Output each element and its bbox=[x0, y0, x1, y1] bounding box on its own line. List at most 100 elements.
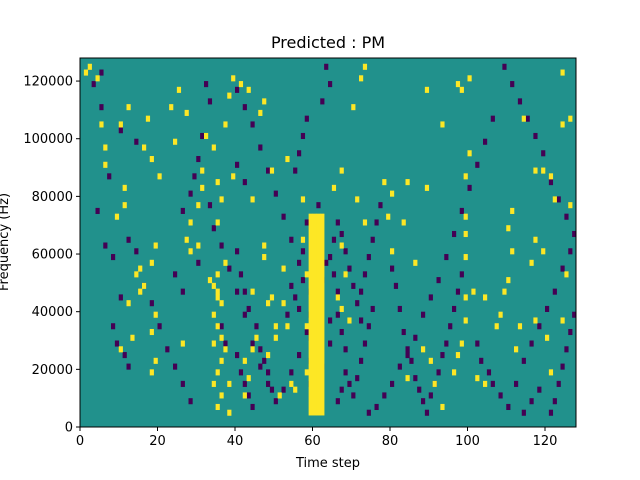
x-tick-label: 40 bbox=[227, 434, 244, 449]
heatmap-cell-high bbox=[494, 323, 499, 330]
heatmap-cell-low bbox=[324, 259, 329, 266]
heatmap-cell-low bbox=[351, 392, 356, 399]
heatmap-cell-low bbox=[196, 156, 201, 163]
heatmap-cell-low bbox=[246, 392, 251, 399]
heatmap-cell-high bbox=[382, 179, 387, 186]
heatmap-cell-high bbox=[339, 305, 344, 312]
y-tick-label: 0 bbox=[65, 421, 73, 436]
heatmap-cell-high bbox=[390, 190, 395, 197]
heatmap-cell-high bbox=[134, 271, 139, 278]
heatmap-cell-low bbox=[417, 386, 422, 393]
heatmap-cell-low bbox=[157, 323, 162, 330]
heatmap-cell-high bbox=[219, 392, 224, 399]
x-axis: 0 20 40 60 80 100 120 bbox=[76, 427, 557, 449]
heatmap-cell-low bbox=[510, 81, 515, 88]
heatmap-cell-low bbox=[486, 369, 492, 376]
heatmap-cell-low bbox=[452, 305, 457, 312]
heatmap-cell-low bbox=[335, 288, 340, 295]
heatmap-cell-low bbox=[242, 179, 247, 186]
heatmap-cell-low bbox=[103, 242, 108, 249]
heatmap-cell-high bbox=[510, 207, 515, 214]
heatmap-cell-high bbox=[149, 156, 154, 163]
heatmap-cell-high bbox=[196, 242, 201, 249]
heatmap-cell-high bbox=[355, 196, 360, 203]
heatmap-cell-high bbox=[215, 271, 220, 278]
heatmap-cell-low bbox=[242, 380, 247, 387]
heatmap-cell-low bbox=[393, 282, 399, 289]
heatmap-cell-low bbox=[548, 409, 554, 416]
heatmap-cell-high bbox=[533, 317, 538, 324]
heatmap-cell-low bbox=[328, 254, 333, 261]
heatmap-cell-low bbox=[297, 352, 302, 359]
heatmap-cell-low bbox=[448, 323, 453, 330]
heatmap-cell-high bbox=[428, 357, 433, 364]
heatmap-cell-low bbox=[335, 311, 340, 318]
heatmap-cell-low bbox=[405, 352, 410, 359]
heatmap-cell-low bbox=[173, 363, 178, 370]
y-tick-label: 120000 bbox=[23, 75, 73, 90]
heatmap-cell-high bbox=[455, 81, 461, 88]
dominant-band bbox=[308, 213, 325, 416]
heatmap-cell-low bbox=[498, 392, 503, 399]
heatmap-cell-band bbox=[316, 213, 321, 416]
heatmap-cell-low bbox=[359, 317, 364, 324]
heatmap-cell-low bbox=[390, 380, 395, 387]
heatmap-cell-high bbox=[401, 219, 406, 226]
heatmap-cell-low bbox=[552, 288, 557, 295]
heatmap-cell-low bbox=[289, 236, 294, 243]
heatmap-cell-low bbox=[242, 104, 247, 111]
heatmap-cell-low bbox=[440, 352, 445, 359]
heatmap-cell-low bbox=[397, 363, 402, 370]
heatmap-cell-low bbox=[409, 357, 414, 364]
heatmap-cell-high bbox=[87, 63, 92, 70]
heatmap-cell-low bbox=[149, 300, 154, 307]
heatmap-cell-low bbox=[421, 311, 426, 318]
heatmap-cell-low bbox=[219, 242, 224, 249]
heatmap-cell-high bbox=[331, 184, 337, 191]
heatmap-cell-high bbox=[122, 184, 127, 191]
heatmap-cell-low bbox=[572, 311, 577, 318]
heatmap-cell-low bbox=[366, 409, 371, 416]
heatmap-cell-high bbox=[405, 179, 410, 186]
heatmap-cell-high bbox=[386, 213, 391, 220]
heatmap-cell-low bbox=[328, 317, 333, 324]
heatmap-cell-low bbox=[235, 248, 240, 255]
heatmap-cell-low bbox=[111, 323, 116, 330]
heatmap-cell-high bbox=[424, 184, 430, 191]
heatmap-cell-low bbox=[328, 81, 333, 88]
heatmap-cell-low bbox=[529, 340, 534, 347]
heatmap-cell-high bbox=[463, 213, 468, 220]
heatmap-cell-high bbox=[510, 248, 515, 255]
plot-frame bbox=[79, 57, 577, 428]
heatmap-cell-high bbox=[498, 311, 503, 318]
heatmap-cell-high bbox=[153, 357, 158, 364]
heatmap-cell-high bbox=[533, 236, 538, 243]
heatmap-cell-low bbox=[331, 271, 337, 278]
heatmap-cell-low bbox=[258, 363, 263, 370]
heatmap-cell-high bbox=[390, 248, 395, 255]
heatmap-cell-high bbox=[211, 282, 216, 289]
heatmap-cell-high bbox=[541, 167, 546, 174]
heatmap-cell-high bbox=[560, 121, 565, 128]
heatmap-cell-high bbox=[506, 225, 511, 232]
heatmap-cell-high bbox=[242, 357, 247, 364]
heatmap-cell-high bbox=[521, 115, 526, 122]
heatmap-cell-band bbox=[312, 213, 317, 416]
heatmap-cell-high bbox=[196, 202, 201, 209]
heatmap-cell-low bbox=[370, 305, 375, 312]
heatmap-cell-low bbox=[459, 271, 464, 278]
heatmap-cell-low bbox=[320, 98, 325, 105]
heatmap-cell-low bbox=[521, 409, 526, 416]
heatmap-cell-low bbox=[188, 190, 193, 197]
heatmap-cell-high bbox=[227, 380, 232, 387]
heatmap-cell-high bbox=[262, 254, 267, 261]
heatmap-cell-low bbox=[126, 236, 131, 243]
heatmap-cell-high bbox=[95, 75, 100, 82]
heatmap-cell-low bbox=[370, 236, 375, 243]
heatmap-cell-high bbox=[455, 352, 461, 359]
heatmap-cell-low bbox=[362, 271, 368, 278]
y-tick-label: 20000 bbox=[32, 363, 73, 378]
heatmap-cell-high bbox=[359, 75, 364, 82]
heatmap-cell-low bbox=[246, 305, 251, 312]
